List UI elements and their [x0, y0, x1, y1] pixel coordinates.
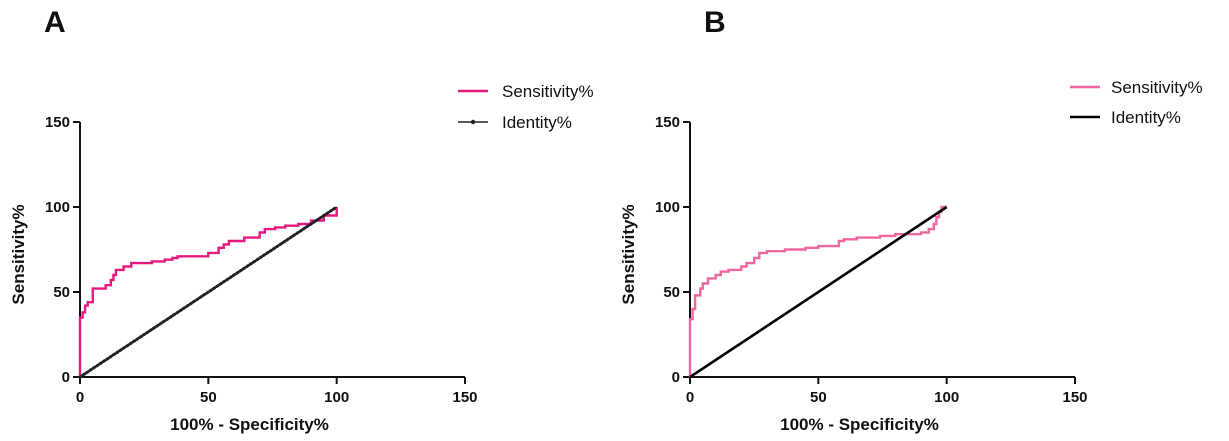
x-axis-title: 100% - Specificity%: [780, 415, 939, 434]
x-tick-label: 150: [452, 389, 477, 406]
y-axis-title: Sensitivity%: [619, 204, 638, 304]
y-tick-label: 100: [655, 199, 680, 216]
legend-marker-identity: [470, 119, 476, 125]
sensitivity-series-line: [78, 207, 338, 377]
legend-label-sensitivity: Sensitivity%: [1111, 78, 1203, 97]
chart-panel-b: 0 50 100 150 0 50 100 150 100% - Specificity% Sen…: [619, 78, 1203, 434]
y-tick-label: 150: [45, 114, 70, 131]
x-tick-label: 0: [76, 389, 84, 406]
legend-label-sensitivity: Sensitivity%: [502, 82, 594, 101]
y-tick-label: 0: [672, 369, 680, 386]
y-tick-label: 50: [53, 284, 70, 301]
legend-label-identity: Identity%: [1111, 108, 1181, 127]
y-tick-label: 50: [663, 284, 680, 301]
x-tick-label: 0: [686, 389, 694, 406]
panel-label-a: A: [44, 6, 66, 39]
legend-label-identity: Identity%: [502, 113, 572, 132]
x-axis-title: 100% - Specificity%: [170, 415, 329, 434]
y-tick-label: 0: [62, 369, 70, 386]
x-tick-label: 150: [1062, 389, 1087, 406]
x-tick-label: 50: [200, 389, 217, 406]
y-axis-title: Sensitivity%: [9, 204, 28, 304]
y-tick-label: 100: [45, 199, 70, 216]
identity-series-line: [689, 205, 948, 379]
x-tick-label: 50: [810, 389, 827, 406]
y-tick-label: 150: [655, 114, 680, 131]
identity-series-line-markers: [78, 205, 339, 379]
chart-panel-a: 0 50 100 150 0 50 100 150 100% - Specificity% Sen…: [9, 82, 594, 434]
x-tick-label: 100: [934, 389, 959, 406]
sensitivity-series-line: [688, 205, 947, 377]
x-tick-label: 100: [324, 389, 349, 406]
panel-label-b: B: [704, 6, 726, 39]
